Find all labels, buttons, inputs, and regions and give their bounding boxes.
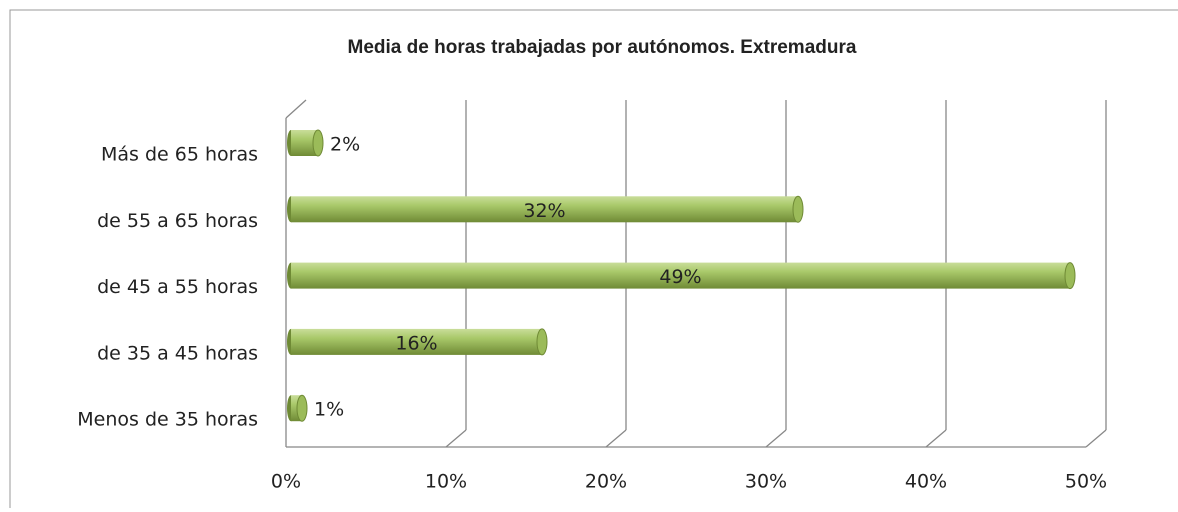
- data-label: 1%: [314, 399, 344, 421]
- chart-border: [9, 9, 1178, 508]
- bar-cap: [296, 394, 308, 422]
- bar: [291, 328, 542, 355]
- chart-title: Media de horas trabajadas por autónomos.…: [348, 37, 857, 58]
- x-tick-label: 30%: [745, 471, 787, 493]
- bar: [291, 196, 798, 223]
- x-tick-label: 10%: [425, 471, 467, 493]
- y-tick-label: Más de 65 horas: [101, 144, 258, 166]
- y-tick-label: de 55 a 65 horas: [97, 210, 258, 232]
- bar: [291, 262, 1070, 289]
- data-label: 16%: [395, 332, 437, 354]
- x-tick-label: 50%: [1065, 471, 1107, 493]
- y-tick-label: de 35 a 45 horas: [97, 342, 258, 364]
- data-label: 49%: [659, 266, 701, 288]
- x-tick-label: 0%: [271, 471, 301, 493]
- bar-cap: [1064, 262, 1076, 290]
- x-tick-label: 40%: [905, 471, 947, 493]
- data-label: 32%: [523, 200, 565, 222]
- grid-line: [925, 429, 947, 448]
- y-tick-label: de 45 a 55 horas: [97, 276, 258, 298]
- x-tick-label: 20%: [585, 471, 627, 493]
- grid-line: [605, 429, 627, 448]
- grid-line: [765, 429, 787, 448]
- grid-line: [1085, 429, 1107, 448]
- bar-cap: [536, 328, 548, 356]
- grid-line: [445, 429, 467, 448]
- data-label: 2%: [330, 134, 360, 156]
- left-wall: [285, 99, 307, 119]
- bar-cap: [312, 129, 324, 157]
- bar-cap: [792, 195, 804, 223]
- y-tick-label: Menos de 35 horas: [77, 409, 258, 431]
